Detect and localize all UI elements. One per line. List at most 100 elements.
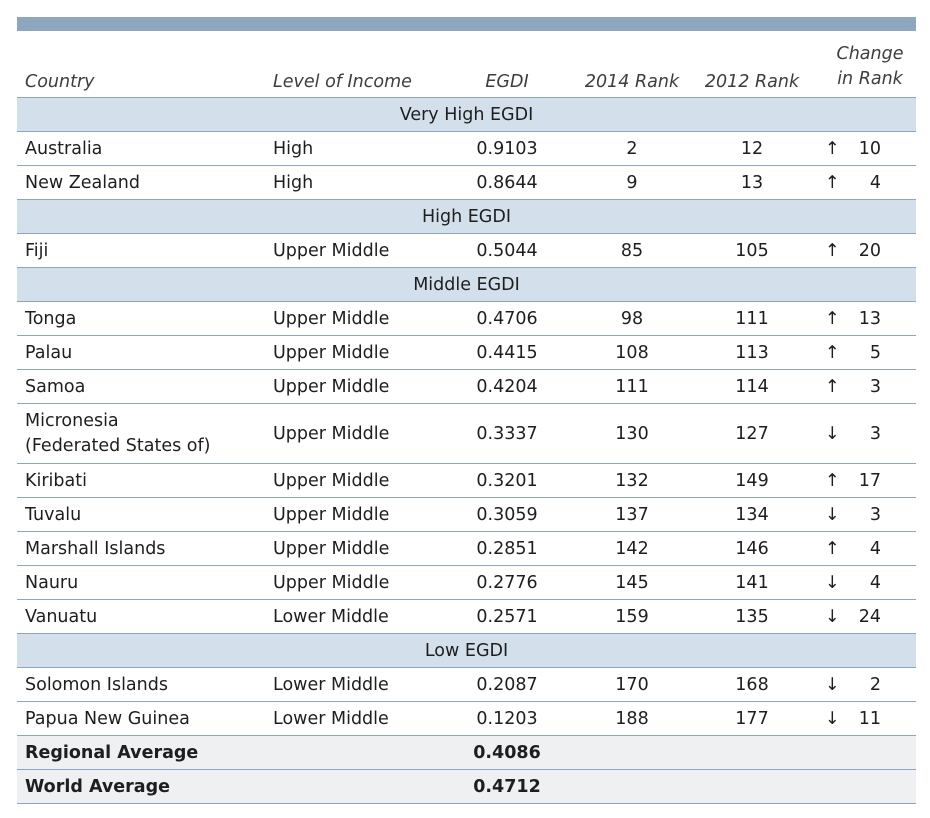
rank-2014-cell: 188 [615,708,649,729]
income-cell: Upper Middle [273,423,390,444]
table-row: Australia High 0.9103 2 12 ↑ 10 [17,132,916,166]
country-cell: Australia [25,138,103,159]
rank-change-arrow-icon: ↑ [825,308,840,329]
egdi-cell: 0.3059 [476,504,538,525]
rank-change-arrow-icon: ↑ [825,342,840,363]
change-cell: ↑ 4 [825,532,905,565]
egdi-cell: 0.1203 [476,708,538,729]
rank-2014-cell: 108 [615,342,649,363]
country-name-line2: (Federated States of) [25,435,211,456]
rank-change-arrow-icon: ↓ [825,572,840,593]
egdi-cell: 0.3337 [476,423,538,444]
rank-2012-cell: 105 [735,240,769,261]
rank-2014-cell: 111 [615,376,649,397]
country-cell: New Zealand [25,172,140,193]
change-cell: ↓ 11 [825,702,905,735]
income-cell: Upper Middle [273,572,390,593]
rank-2014-cell: 145 [615,572,649,593]
country-name-line1: Micronesia [25,410,119,431]
rank-change-arrow-icon: ↓ [825,606,840,627]
world-average-value: 0.4712 [473,776,541,797]
rank-2014-cell: 9 [626,172,638,193]
change-cell: ↓ 3 [825,404,905,463]
header-egdi: EGDI [485,72,529,92]
income-cell: Upper Middle [273,538,390,559]
header-country: Country [25,72,95,92]
rank-2014-cell: 137 [615,504,649,525]
change-value: 17 [858,470,881,491]
table-row: Papua New Guinea Lower Middle 0.1203 188… [17,702,916,736]
rank-2014-cell: 2 [626,138,638,159]
rank-2014-cell: 130 [615,423,649,444]
egdi-cell: 0.5044 [476,240,538,261]
rank-2014-cell: 85 [620,240,644,261]
header-change-line2: in Rank [837,69,903,89]
income-cell: Upper Middle [273,504,390,525]
country-cell: Samoa [25,376,86,397]
rank-change-arrow-icon: ↑ [825,138,840,159]
egdi-cell: 0.3201 [476,470,538,491]
rank-2012-cell: 146 [735,538,769,559]
rank-2012-cell: 13 [740,172,764,193]
income-cell: High [273,138,314,159]
rank-2012-cell: 177 [735,708,769,729]
table-row: Marshall Islands Upper Middle 0.2851 142… [17,532,916,566]
egdi-cell: 0.4204 [476,376,538,397]
egdi-cell: 0.4415 [476,342,538,363]
table-row: Tuvalu Upper Middle 0.3059 137 134 ↓ 3 [17,498,916,532]
income-cell: Upper Middle [273,470,390,491]
income-cell: High [273,172,314,193]
top-accent-bar [17,17,916,31]
egdi-cell: 0.2571 [476,606,538,627]
rank-change-arrow-icon: ↑ [825,470,840,491]
rank-change-arrow-icon: ↓ [825,674,840,695]
regional-average-label: Regional Average [25,742,199,763]
rank-2014-cell: 170 [615,674,649,695]
income-cell: Lower Middle [273,606,389,627]
egdi-cell: 0.2776 [476,572,538,593]
change-value: 5 [869,342,881,363]
header-rank-2012: 2012 Rank [704,72,800,92]
country-cell: Vanuatu [25,606,98,627]
header-change-line1: Change [836,44,904,64]
rank-change-arrow-icon: ↓ [825,504,840,525]
change-value: 4 [869,172,881,193]
table-row: Palau Upper Middle 0.4415 108 113 ↑ 5 [17,336,916,370]
change-value: 3 [869,504,881,525]
change-value: 2 [869,674,881,695]
rank-2012-cell: 134 [735,504,769,525]
income-cell: Lower Middle [273,674,389,695]
rank-change-arrow-icon: ↓ [825,708,840,729]
country-cell: Solomon Islands [25,674,168,695]
world-average-label: World Average [25,776,170,797]
group-row-high: High EGDI [17,200,916,234]
rank-change-arrow-icon: ↑ [825,376,840,397]
egdi-cell: 0.8644 [476,172,538,193]
rank-2012-cell: 111 [735,308,769,329]
change-cell: ↑ 5 [825,336,905,369]
change-value: 3 [869,423,881,444]
rank-change-arrow-icon: ↑ [825,172,840,193]
country-cell: Micronesia (Federated States of) [25,404,265,463]
table-row: Nauru Upper Middle 0.2776 145 141 ↓ 4 [17,566,916,600]
change-cell: ↑ 13 [825,302,905,335]
table-header-row: Country Level of Income EGDI 2014 Rank 2… [17,31,916,98]
group-label: Middle EGDI [413,274,520,295]
change-cell: ↑ 10 [825,132,905,165]
rank-2014-cell: 159 [615,606,649,627]
rank-change-arrow-icon: ↓ [825,423,840,444]
change-value: 4 [869,572,881,593]
header-change-in-rank: Change in Rank [823,31,917,97]
country-cell: Marshall Islands [25,538,166,559]
world-average-row: World Average 0.4712 [17,770,916,804]
change-value: 13 [858,308,881,329]
group-label: Very High EGDI [399,104,534,125]
income-cell: Upper Middle [273,308,390,329]
country-cell: Fiji [25,240,49,261]
rank-2012-cell: 114 [735,376,769,397]
table-row: Kiribati Upper Middle 0.3201 132 149 ↑ 17 [17,464,916,498]
income-cell: Upper Middle [273,342,390,363]
rank-2012-cell: 12 [740,138,764,159]
rank-2012-cell: 149 [735,470,769,491]
rank-2014-cell: 98 [620,308,644,329]
